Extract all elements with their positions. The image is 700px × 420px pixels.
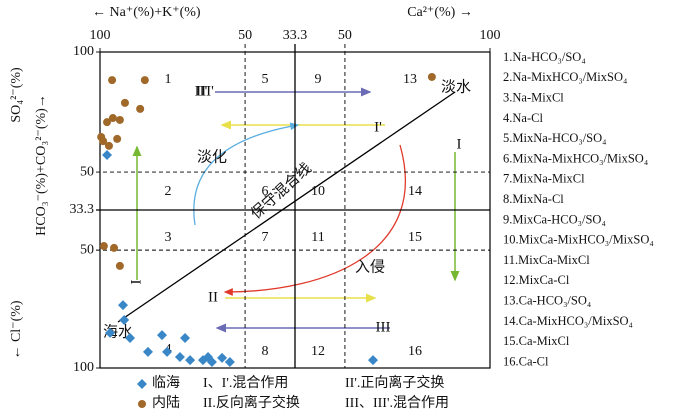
point	[108, 114, 117, 123]
point	[110, 243, 119, 252]
annotation: 淡化	[197, 148, 227, 165]
x-tick-label: 50	[338, 28, 352, 43]
point	[120, 98, 129, 107]
region-label: 11	[311, 230, 324, 245]
point	[206, 356, 217, 367]
region-label: 2	[165, 184, 172, 199]
point	[157, 330, 168, 341]
region-label: 15	[408, 230, 422, 245]
region-type: 16.Ca-Cl	[503, 354, 549, 368]
region-type: 8.MixNa-Cl	[503, 192, 564, 206]
point	[427, 72, 436, 81]
process-legend: II.反向离子交换	[203, 394, 300, 411]
legend-label: 临海	[152, 375, 180, 391]
point	[142, 346, 153, 357]
point	[119, 314, 130, 325]
region-label: 8	[262, 344, 269, 359]
process-label: III	[376, 319, 391, 335]
x-tick-label: 100	[90, 28, 111, 43]
region-type: 10.MixCa-MixHCO₃/MixSO₄	[503, 233, 654, 247]
point	[105, 327, 116, 338]
process-label: III'	[196, 83, 214, 99]
region-type: 12.MixCa-Cl	[503, 273, 570, 287]
region-type: 9.MixCa-HCO₃/SO₄	[503, 212, 606, 226]
process-label: I	[128, 280, 144, 285]
region-type: 13.Ca-HCO₃/SO₄	[503, 293, 591, 307]
point	[217, 352, 228, 363]
x-tick-label: 100	[480, 28, 501, 43]
point	[136, 104, 145, 113]
point	[368, 355, 378, 366]
region-label: 3	[165, 230, 172, 245]
point	[140, 76, 149, 85]
region-type: 3.Na-MixCl	[503, 90, 564, 104]
y-tick-label: 50	[80, 242, 94, 257]
region-type: 15.Ca-MixCl	[503, 334, 570, 348]
region-label: 12	[311, 344, 325, 359]
region-type: 14.Ca-MixHCO₃/MixSO₄	[503, 314, 633, 328]
region-label: 7	[262, 230, 269, 245]
point	[185, 355, 196, 366]
legend-marker	[138, 400, 146, 408]
point	[180, 332, 191, 343]
point	[102, 150, 113, 161]
x-tick-label: 33.3	[283, 28, 308, 43]
region-type: 6.MixNa-MixHCO₃/MixSO₄	[503, 151, 648, 165]
y-axis-label: HCO₃⁻(%)+CO₃²⁻(%)→	[34, 94, 49, 236]
region-type: 11.MixCa-MixCl	[503, 253, 590, 267]
process-label: I'	[374, 119, 382, 135]
annotation: 保守混合线	[248, 160, 315, 223]
point	[108, 76, 117, 85]
y-tick-label: 100	[73, 360, 94, 375]
arrow	[193, 122, 300, 226]
region-label: 13	[403, 72, 417, 87]
arrow	[223, 144, 407, 296]
point	[162, 346, 173, 357]
mixing-line	[117, 91, 456, 323]
point	[99, 137, 108, 146]
region-type: 5.MixNa-HCO₃/SO₄	[503, 131, 607, 145]
point	[115, 261, 124, 270]
region-label: 16	[408, 344, 422, 359]
region-label: 14	[408, 184, 422, 199]
x-tick-label: 50	[238, 28, 252, 43]
point	[174, 351, 185, 362]
region-label: 5	[262, 72, 269, 87]
process-legend: II'.正向离子交换	[345, 374, 444, 391]
point	[104, 141, 113, 150]
point	[103, 118, 112, 127]
y-axis-label: ← Cl⁻(%)	[9, 300, 24, 359]
process-label: II'	[195, 83, 208, 99]
process-label: II	[208, 289, 218, 305]
x-axis-label: Ca²⁺(%) →	[407, 5, 473, 20]
point	[125, 332, 136, 343]
region-label: 1	[165, 72, 172, 87]
y-tick-label: 100	[73, 44, 94, 59]
point	[113, 134, 122, 143]
point	[99, 242, 108, 251]
region-type: 4.Na-Cl	[503, 111, 543, 125]
legend-label: 内陆	[152, 395, 180, 411]
region-label: 9	[315, 72, 322, 87]
legend-marker	[137, 379, 147, 389]
region-label: 6	[262, 184, 269, 199]
process-legend: I、I'.混合作用	[203, 375, 288, 391]
point	[224, 356, 235, 367]
annotation: 淡水	[441, 78, 471, 95]
annotation: 入侵	[355, 258, 385, 275]
region-type: 2.Na-MixHCO₃/MixSO₄	[503, 70, 627, 84]
point	[115, 115, 124, 124]
y-tick-label: 50	[80, 164, 94, 179]
y-axis-label: SO₄²⁻(%)	[9, 67, 24, 123]
region-type: 1.Na-HCO₃/SO₄	[503, 50, 586, 64]
process-legend: III、III'.混合作用	[345, 395, 449, 411]
region-label: 10	[311, 184, 325, 199]
region-type: 7.MixNa-MixCl	[503, 172, 585, 186]
x-axis-label: ← Na⁺(%)+K⁺(%)	[92, 5, 201, 20]
point	[118, 300, 129, 311]
y-tick-label: 33.3	[70, 202, 95, 217]
process-label: I	[457, 136, 462, 152]
